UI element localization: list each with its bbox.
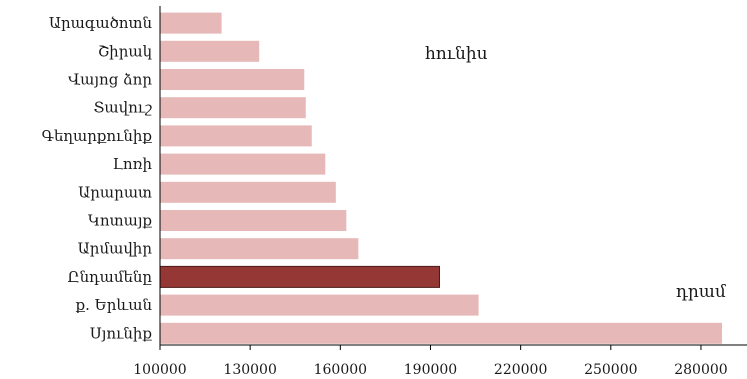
bar-12 xyxy=(160,322,722,344)
category-label-8: Կոտայք xyxy=(88,212,153,230)
bar-9 xyxy=(160,238,359,260)
category-label-5: Գեղարքունիք xyxy=(42,127,153,145)
category-label-2: Շիրակ xyxy=(98,42,152,60)
category-label-12: Սյունիք xyxy=(90,324,153,342)
month-annotation: հունիս xyxy=(425,44,488,64)
x-ticks-group: 100000 130000 160000 190000 220000 250000 2800… xyxy=(133,345,728,378)
category-label-7: Արարատ xyxy=(78,183,152,201)
x-tick-label-1: 100000 xyxy=(133,362,186,378)
category-label-3: Վայոց ձոր xyxy=(68,71,152,89)
category-label-10: Ընդամենը xyxy=(67,268,152,286)
bar-11 xyxy=(160,294,479,316)
x-tick-label-5: 220000 xyxy=(494,362,547,378)
axes-group xyxy=(159,6,747,346)
bar-4 xyxy=(160,97,306,119)
category-label-11: ք. Երևան xyxy=(76,296,153,314)
bar-7 xyxy=(160,181,336,203)
x-tick-label-4: 190000 xyxy=(404,362,457,378)
bar-6 xyxy=(160,153,326,175)
category-label-1: Արագածոտն xyxy=(49,14,153,32)
x-tick-label-6: 250000 xyxy=(584,362,637,378)
bar-3 xyxy=(160,69,305,90)
bar-2 xyxy=(160,40,260,62)
bar-1 xyxy=(160,12,222,34)
bar-10 xyxy=(159,265,440,288)
unit-annotation: դրամ xyxy=(676,282,727,302)
bar-5 xyxy=(160,125,312,147)
bars-group xyxy=(159,12,722,344)
category-label-4: Տավուշ xyxy=(93,99,152,117)
x-tick-label-3: 160000 xyxy=(314,362,367,378)
category-label-6: Լոռի xyxy=(113,155,153,173)
bar-8 xyxy=(160,210,347,231)
x-tick-label-7: 280000 xyxy=(674,362,727,378)
category-labels-group: Արագածոտն Շիրակ Վայոց ձոր Տավուշ Գեղարքունիք… xyxy=(42,14,153,342)
category-label-9: Արմավիր xyxy=(78,240,153,258)
x-tick-label-2: 130000 xyxy=(223,362,276,378)
